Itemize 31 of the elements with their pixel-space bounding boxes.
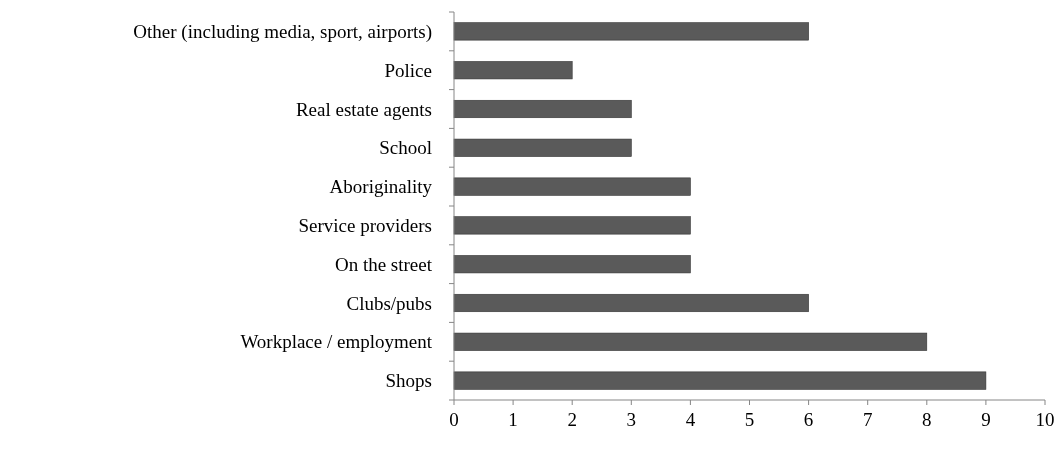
- x-tick-label: 2: [567, 409, 577, 430]
- x-tick-label: 5: [744, 409, 755, 430]
- x-tick-label: 1: [508, 409, 518, 430]
- y-tick-label: Clubs/pubs: [346, 292, 432, 314]
- y-tick-label: Workplace / employment: [240, 331, 433, 353]
- bar: [453, 255, 691, 274]
- bar: [453, 22, 809, 41]
- y-tick-label: Police: [384, 59, 432, 81]
- y-tick-label: Other (including media, sport, airports): [133, 21, 432, 44]
- bar: [453, 177, 691, 196]
- x-tick-label: 0: [449, 409, 459, 430]
- bar: [453, 332, 928, 351]
- x-tick-label: 6: [803, 409, 814, 430]
- bar: [453, 216, 691, 235]
- y-tick-label: Real estate agents: [295, 98, 432, 120]
- bar: [453, 138, 632, 157]
- x-tick-label: 4: [685, 409, 696, 430]
- x-tick-label: 7: [862, 409, 873, 430]
- y-tick-label: On the street: [334, 253, 433, 275]
- x-tick-label: 9: [981, 409, 991, 430]
- x-tick-label: 8: [922, 409, 932, 430]
- x-tick-label: 10: [1035, 409, 1055, 430]
- bar: [453, 61, 573, 80]
- y-tick-label: Service providers: [298, 215, 432, 237]
- x-tick-label: 3: [626, 409, 637, 430]
- y-tick-label: Shops: [385, 370, 432, 392]
- y-tick-label: Aboriginality: [329, 176, 433, 198]
- bar: [453, 293, 809, 313]
- y-tick-label: School: [379, 137, 432, 159]
- bar: [453, 99, 632, 119]
- bar: [453, 371, 987, 390]
